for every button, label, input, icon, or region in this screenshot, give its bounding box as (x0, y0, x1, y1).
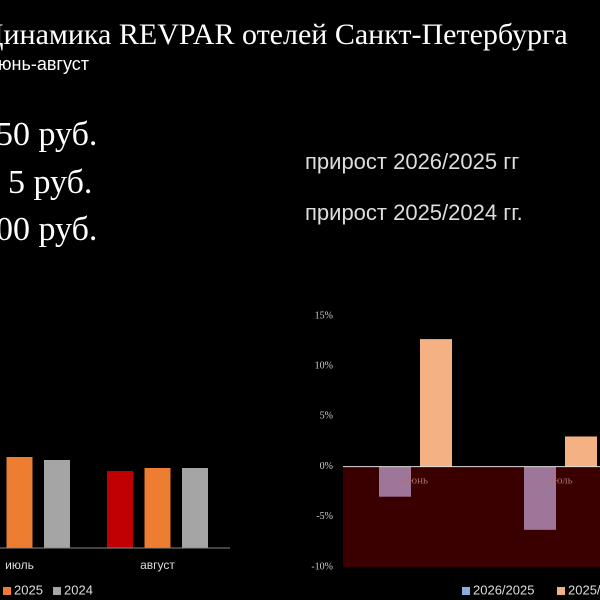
legend-swatch (3, 587, 11, 595)
negative-zone (343, 466, 600, 567)
figure: 5 руб. (8, 164, 92, 201)
growth-label: прирост 2026/2025 гг (305, 149, 519, 174)
bar (182, 468, 208, 548)
legend-label: 2026/2025 (473, 582, 534, 597)
legend-swatch (462, 587, 470, 595)
y-tick-label: 5% (320, 411, 333, 422)
y-tick-label: 15% (315, 310, 333, 321)
bar (420, 339, 452, 467)
bar (107, 471, 133, 548)
bar (565, 436, 597, 467)
x-tick-label: июль (5, 558, 34, 572)
slide-title: Динамика REVPAR отелей Санкт-Петербурга (0, 18, 568, 51)
legend-label: 2024 (64, 582, 93, 597)
bar (524, 466, 556, 530)
figure: 00 руб. (0, 211, 97, 248)
slide-subtitle: юнь-август (0, 54, 89, 74)
x-tick-label: июнь (403, 475, 428, 487)
y-tick-label: 10% (315, 360, 333, 371)
bar (44, 460, 70, 548)
legend-swatch (557, 587, 565, 595)
bar (144, 468, 171, 548)
growth-label: прирост 2025/2024 гг. (305, 200, 523, 225)
legend-label: 2025 (14, 582, 43, 597)
figure: 50 руб. (0, 116, 97, 153)
y-tick-label: -5% (316, 511, 333, 522)
x-tick-label: июль (548, 475, 572, 487)
y-tick-label: -10% (311, 561, 333, 572)
bar (6, 457, 33, 548)
y-tick-label: 0% (320, 461, 333, 472)
legend-label: 2025/2024 (568, 582, 600, 597)
legend-swatch (53, 587, 61, 595)
bar (379, 466, 411, 497)
x-tick-label: август (140, 558, 175, 572)
